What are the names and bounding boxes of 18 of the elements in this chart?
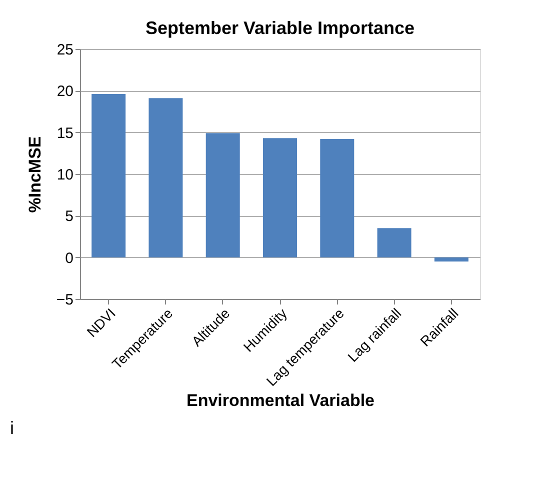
chart-title: September Variable Importance (145, 18, 415, 38)
y-tick-label: 15 (56, 124, 74, 142)
y-tick-label: 5 (65, 208, 74, 226)
y-tick-label: 10 (56, 166, 74, 184)
bar (206, 133, 240, 258)
bar (320, 139, 354, 258)
y-tick-label: 25 (56, 42, 74, 58)
y-axis-title: %IncMSE (25, 136, 44, 213)
bar (377, 228, 412, 258)
y-tick-label: −5 (56, 292, 74, 308)
text: i (10, 418, 14, 438)
bar (92, 94, 126, 258)
bar (148, 98, 183, 258)
y-tick-label: 20 (56, 83, 74, 100)
x-axis-title: Environmental Variable (186, 391, 375, 410)
bar (263, 138, 297, 258)
y-tick-label: 0 (65, 250, 74, 267)
bar (434, 257, 468, 262)
